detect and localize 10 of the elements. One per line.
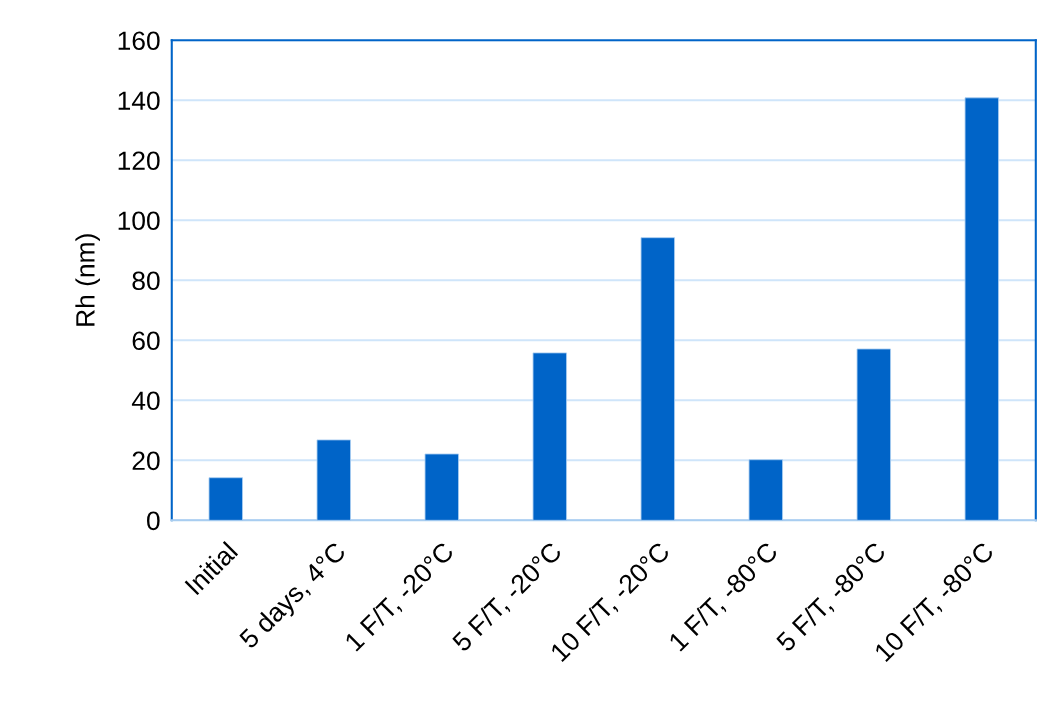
y-tick-label: 0	[147, 511, 160, 531]
y-tick-label: 120	[118, 151, 160, 171]
y-tick-label: 40	[131, 391, 160, 411]
y-tick-label: 20	[132, 451, 160, 471]
y-tick-label: 140	[118, 91, 160, 111]
y-axis-title: Rh (nm)	[75, 234, 100, 326]
y-tick-label: 60	[132, 331, 160, 351]
y-tick-label: 80	[132, 271, 160, 291]
y-tick-label: 100	[118, 211, 160, 231]
y-tick-label: 160	[118, 31, 160, 51]
